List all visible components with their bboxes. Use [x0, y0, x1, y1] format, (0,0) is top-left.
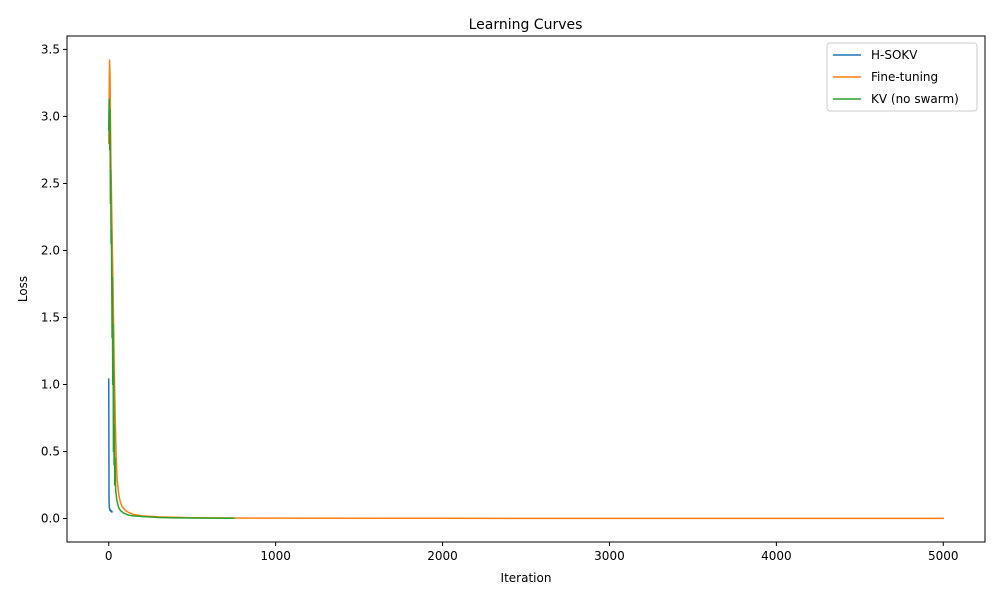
- y-tick-label: 2.5: [41, 176, 60, 190]
- series-layer: [107, 59, 945, 520]
- x-axis-label: Iteration: [501, 571, 552, 585]
- series-line-fine-tuning: [107, 59, 945, 520]
- series-line-h-sokv: [107, 378, 114, 513]
- y-tick-label: 3.0: [41, 109, 60, 123]
- legend-label: KV (no swarm): [871, 92, 959, 106]
- x-axis: 0 1000 2000 3000 4000 5000: [105, 542, 959, 563]
- y-tick-label: 0.5: [41, 445, 60, 459]
- plot-frame: [66, 35, 986, 543]
- plot-area: [66, 35, 986, 543]
- legend-label: Fine-tuning: [871, 70, 938, 84]
- y-axis-label: Loss: [16, 276, 30, 302]
- legend: H-SOKV Fine-tuning KV (no swarm): [826, 42, 978, 112]
- y-tick-label: 1.0: [41, 378, 60, 392]
- legend-box: [826, 42, 978, 112]
- chart-title: Learning Curves: [469, 17, 583, 33]
- x-tick-label: 3000: [594, 549, 625, 563]
- legend-label: H-SOKV: [871, 48, 918, 62]
- x-tick-label: 1000: [260, 549, 291, 563]
- x-tick-label: 4000: [761, 549, 792, 563]
- series-line-kv-no-swarm: [107, 98, 235, 520]
- x-tick-label: 2000: [427, 549, 458, 563]
- y-tick-label: 0.0: [41, 512, 60, 526]
- y-tick-label: 3.5: [41, 42, 60, 56]
- y-axis: 0.0 0.5 1.0 1.5 2.0 2.5 3.0 3.5: [41, 42, 67, 526]
- x-tick-label: 5000: [928, 549, 959, 563]
- y-tick-label: 1.5: [41, 310, 60, 324]
- y-tick-label: 2.0: [41, 243, 60, 257]
- x-tick-label: 0: [105, 549, 113, 563]
